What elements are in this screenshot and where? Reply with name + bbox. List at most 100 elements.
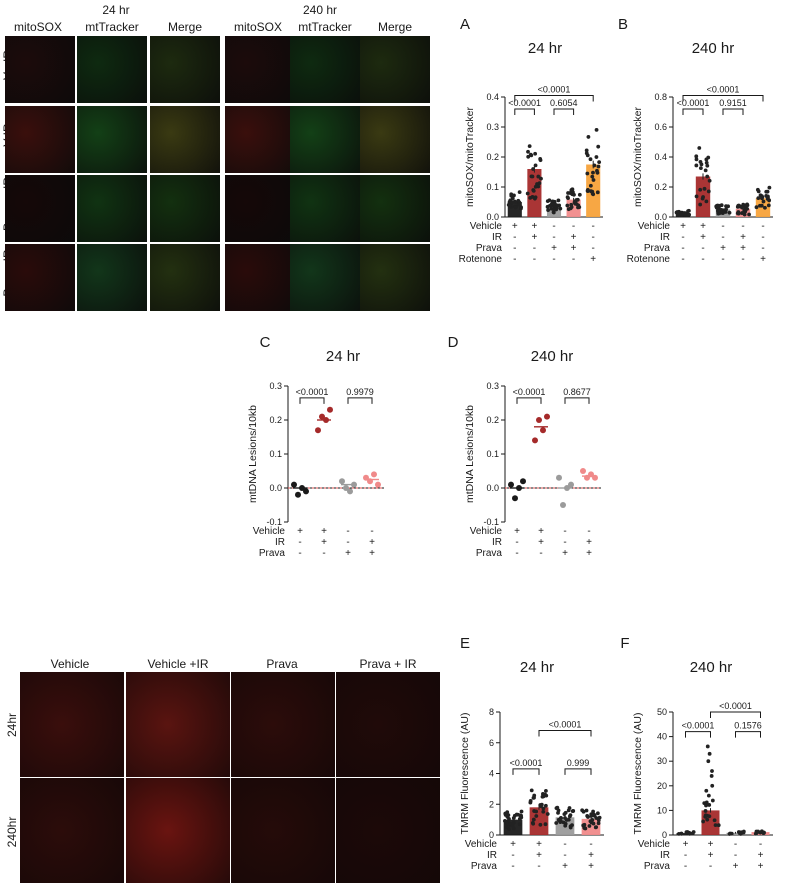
data-point [590,174,595,179]
comparison-bracket [299,397,325,404]
data-point [736,203,741,208]
comparison-bracket [735,731,761,738]
data-point [761,199,766,204]
group-title-24hr: 24 hr [102,3,130,17]
chart-panel-c: C 24 hr -0.1 0.0 0.1 0.2 0.3 mtDNA Lesions/10kb… [247,334,384,559]
data-point [546,208,551,212]
data-point [698,166,703,170]
data-point [702,186,707,191]
y-tick-label: 30 [657,756,667,766]
data-point [704,788,709,793]
data-point [594,155,599,159]
treatment-sign: - [533,243,536,254]
micrograph-mitosox [5,244,75,311]
data-point [529,788,534,793]
data-point [536,417,542,423]
treatment-sign: - [709,861,712,872]
data-point [531,821,536,826]
data-point [597,160,602,165]
treatment-sign: - [563,839,566,850]
data-point [594,825,599,829]
comparison-bracket [516,397,542,404]
data-point [563,810,568,815]
y-tick-label: 0.0 [654,212,667,222]
treatment-label: Rotenone [459,254,503,265]
p-value-label: 0.1576 [734,721,762,731]
data-point [540,794,545,799]
comparison-bracket [514,108,535,115]
treatment-sign: - [701,243,704,254]
data-point [519,206,523,211]
y-tick-label: 0.3 [269,381,282,391]
data-point [291,481,297,488]
data-point [704,157,709,162]
data-point [539,176,543,181]
y-tick-label: 0.1 [486,449,499,459]
data-point [559,819,563,824]
treatment-sign: + [708,850,714,861]
p-value-label: 0.9151 [719,98,747,108]
treatment-sign: - [513,243,516,254]
data-point [718,211,723,215]
data-point [706,189,711,194]
treatment-sign: - [734,850,737,861]
micrograph-merge [150,244,220,311]
treatment-sign: + [571,243,577,254]
data-point [556,198,561,203]
p-value-label: <0.0001 [719,701,752,711]
panel-letter: C [260,334,271,351]
data-point [595,190,600,195]
bar [726,832,745,835]
data-point [577,192,582,197]
treatment-sign: + [586,548,592,559]
data-point [585,171,590,176]
micrograph-mttracker [290,175,360,242]
y-tick-label: 0.2 [486,415,499,425]
data-point [543,822,548,827]
column-header: Merge [377,20,412,34]
treatment-sign: - [515,548,518,559]
treatment-sign: + [536,839,542,850]
data-point [563,823,568,828]
data-point [526,154,531,159]
data-point [543,803,548,808]
p-value-label: <0.0001 [510,758,543,768]
treatment-label: IR [487,850,497,861]
data-point [707,814,712,819]
panel-letter: F [620,635,629,652]
data-point [560,502,566,508]
treatment-sign: + [562,548,568,559]
micrograph-mttracker [290,244,360,311]
treatment-sign: + [321,526,327,537]
data-point [701,195,705,199]
data-point [534,814,539,818]
data-point [525,191,530,196]
data-point [706,793,711,798]
data-point [679,831,684,836]
treatment-label: Prava [644,243,671,254]
micrograph-tmrm [336,672,440,777]
micrograph-mttracker [77,244,147,311]
micrograph-tmrm [126,778,230,883]
treatment-sign: + [538,526,544,537]
treatment-sign: - [681,232,684,243]
data-point [588,819,593,824]
treatment-sign: - [761,243,764,254]
data-point [704,800,709,805]
chart-panel-a: A 24 hr 0.0 0.1 0.2 0.3 0.4 mitoSOX/mitoTracker… [459,16,603,265]
treatment-sign: - [346,537,349,548]
treatment-sign: - [741,221,744,232]
micrograph-tmrm [336,778,440,883]
data-point [507,203,512,208]
micrograph-mitosox [225,106,295,173]
treatment-sign: - [684,850,687,861]
data-point [347,488,353,495]
data-point [577,205,582,210]
comparison-bracket [538,729,592,737]
data-point [709,774,714,778]
data-point [343,485,349,491]
data-point [706,759,711,764]
treatment-sign: + [369,537,375,548]
y-tick-label: 0 [489,830,494,840]
micrograph-mttracker [77,36,147,103]
